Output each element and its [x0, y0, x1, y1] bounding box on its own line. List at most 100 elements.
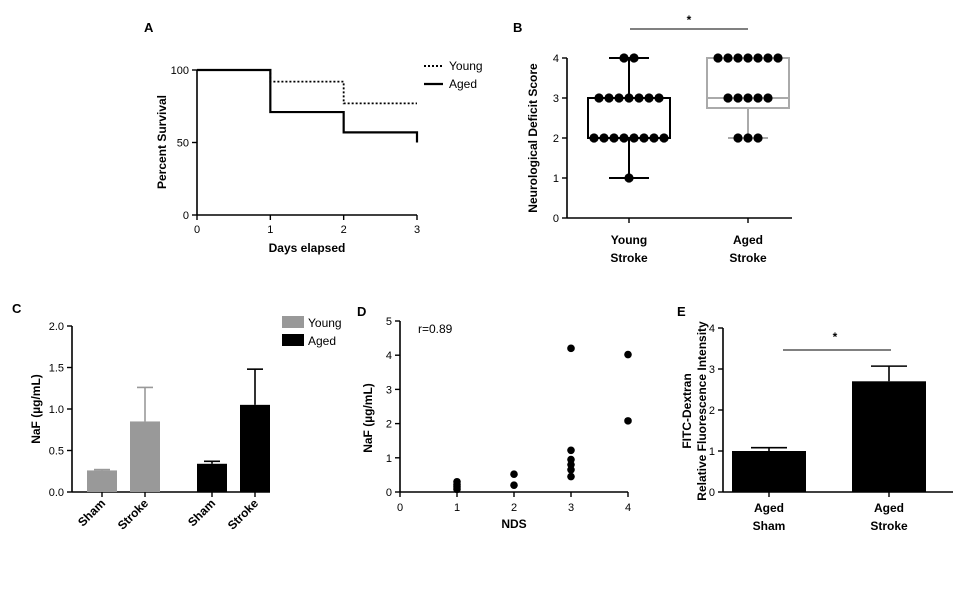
panel-b: B 0 1 2 3 4 * Young Stroke Aged Stroke Neuro… [513, 13, 792, 265]
point-aged [733, 133, 743, 143]
y-tick-label-b: 3 [553, 93, 559, 105]
x-tick-label-d: 2 [511, 502, 517, 514]
x-tick-label-c: Sham [185, 496, 218, 529]
panel-b-xlabel-young-2: Stroke [610, 251, 648, 265]
y-tick-label-b: 0 [553, 213, 559, 225]
panel-e-xlabel-sham-2: Sham [753, 519, 786, 533]
scatter-point [624, 417, 632, 425]
panel-a-ylabel: Percent Survival [155, 95, 169, 189]
point-young [629, 133, 639, 143]
point-aged [773, 53, 783, 63]
scatter-point [567, 344, 575, 353]
panel-e: E 0 1 2 3 4 * Aged Sham Aged Stroke FITC-Dex… [677, 304, 953, 533]
panel-e-label: E [677, 304, 686, 319]
point-aged [733, 53, 743, 63]
y-tick-label-c: 2.0 [49, 321, 64, 333]
point-aged [723, 93, 733, 103]
panel-e-xlabel-stroke-1: Aged [874, 501, 904, 515]
x-tick-label-c: Sham [75, 496, 108, 529]
panel-a-label: A [144, 20, 154, 35]
x-tick-label-c: Stroke [115, 496, 152, 533]
legend-young-label-c: Young [308, 316, 342, 330]
panel-b-xlabel-aged-1: Aged [733, 233, 763, 247]
panel-c-label: C [12, 301, 22, 316]
point-young [644, 93, 654, 103]
point-young [624, 173, 634, 183]
x-tick-label-d: 0 [397, 502, 403, 514]
panel-b-label: B [513, 20, 522, 35]
x-tick-label-d: 4 [625, 502, 631, 514]
point-young [624, 93, 634, 103]
y-tick-label-c: 0.0 [49, 487, 64, 499]
point-young [609, 133, 619, 143]
scatter-point [453, 485, 461, 494]
x-tick-label-d: 1 [454, 502, 460, 514]
point-young [594, 93, 604, 103]
y-tick-label-d: 0 [386, 487, 392, 499]
point-aged [743, 133, 753, 143]
significance-star-e: * [833, 330, 838, 344]
point-aged [753, 133, 763, 143]
x-tick-label-a: 3 [414, 224, 420, 236]
y-tick-label-e: 3 [709, 364, 715, 376]
point-young [639, 133, 649, 143]
point-young [629, 53, 639, 63]
panel-e-xlabel-stroke-2: Stroke [870, 519, 908, 533]
y-tick-label-e: 0 [709, 487, 715, 499]
point-aged [713, 53, 723, 63]
x-tick-label-a: 1 [267, 224, 273, 236]
point-aged [723, 53, 733, 63]
significance-star-b: * [687, 13, 692, 27]
bar-stroke [852, 381, 926, 492]
y-tick-label-c: 1.5 [49, 363, 64, 375]
point-young [619, 53, 629, 63]
point-aged [753, 53, 763, 63]
survival-line-young [197, 69, 417, 105]
point-young [659, 133, 669, 143]
legend-young-swatch-c [282, 316, 304, 328]
y-tick-label-a: 50 [177, 138, 189, 150]
point-aged [753, 93, 763, 103]
y-tick-label-e: 4 [709, 323, 715, 335]
panel-d-xlabel: NDS [501, 517, 526, 531]
scatter-point [510, 481, 518, 489]
y-tick-label-a: 0 [183, 210, 189, 222]
point-aged [733, 93, 743, 103]
panel-d-label: D [357, 304, 366, 319]
box-young [587, 97, 671, 139]
survival-line-aged [197, 68, 419, 143]
y-tick-label-d: 3 [386, 384, 392, 396]
legend-aged-swatch-c [282, 334, 304, 346]
x-tick-label-a: 2 [341, 224, 347, 236]
point-young [619, 133, 629, 143]
x-tick-label-a: 0 [194, 224, 200, 236]
scatter-point [567, 446, 575, 455]
y-tick-label-b: 1 [553, 173, 559, 185]
legend-aged-label-c: Aged [308, 334, 336, 348]
y-tick-label-e: 2 [709, 405, 715, 417]
correlation-annotation: r=0.89 [418, 322, 453, 336]
y-tick-label-b: 2 [553, 133, 559, 145]
point-young [599, 133, 609, 143]
point-aged [763, 53, 773, 63]
bar-aged-sham [197, 463, 227, 492]
y-tick-label-c: 1.0 [49, 404, 64, 416]
panel-e-ylabel-1: FITC-Dextran [680, 373, 694, 448]
panel-c-ylabel: NaF (µg/mL) [29, 374, 43, 444]
x-tick-label-d: 3 [568, 502, 574, 514]
point-young [589, 133, 599, 143]
panel-b-xlabel-aged-2: Stroke [729, 251, 767, 265]
y-tick-label-d: 5 [386, 316, 392, 328]
scatter-point [624, 350, 632, 359]
point-aged [743, 53, 753, 63]
bar-aged-stroke [240, 404, 270, 492]
point-young [649, 133, 659, 143]
scatter-point [567, 465, 575, 474]
y-tick-label-b: 4 [553, 53, 559, 65]
point-young [654, 93, 664, 103]
bar-young-sham [87, 470, 117, 492]
point-aged [743, 93, 753, 103]
y-tick-label-e: 1 [709, 446, 715, 458]
point-young [604, 93, 614, 103]
legend-aged-label: Aged [449, 77, 477, 91]
